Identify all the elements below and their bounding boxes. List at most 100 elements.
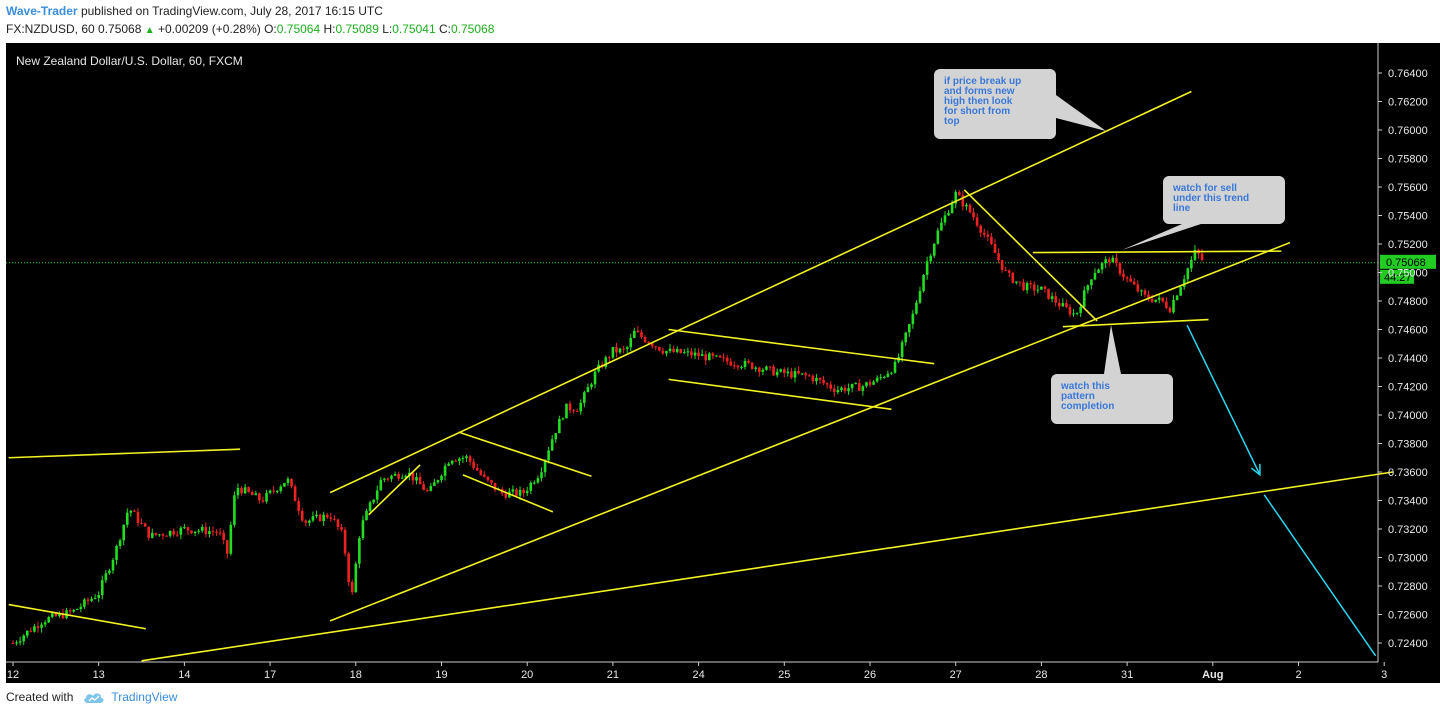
candle-body bbox=[422, 484, 425, 491]
high-label: H: bbox=[323, 22, 336, 36]
projection-arrow-line[interactable] bbox=[1186, 324, 1261, 476]
candle-body bbox=[804, 373, 808, 376]
trend-line[interactable] bbox=[458, 431, 592, 478]
candle-body bbox=[579, 402, 583, 412]
candle-body bbox=[29, 630, 33, 632]
candle-body bbox=[733, 365, 736, 367]
candle-body bbox=[333, 518, 336, 520]
candle-body bbox=[729, 361, 733, 366]
trend-line[interactable] bbox=[8, 448, 241, 459]
candle-body bbox=[100, 580, 104, 596]
y-tick-label: 0.73400 bbox=[1388, 496, 1428, 508]
candle-body bbox=[361, 520, 365, 539]
x-tick-label: 31 bbox=[1121, 669, 1133, 681]
candle-body bbox=[1118, 263, 1122, 274]
candle-body bbox=[861, 386, 865, 391]
x-tick-label: 26 bbox=[864, 669, 876, 681]
candle-body bbox=[915, 302, 918, 314]
x-tick-label: 25 bbox=[778, 669, 790, 681]
y-tick-label: 0.74800 bbox=[1388, 296, 1428, 308]
candle-body bbox=[1140, 290, 1143, 292]
candle-body bbox=[1136, 284, 1140, 292]
candle-body bbox=[515, 489, 518, 496]
candle-body bbox=[811, 375, 815, 382]
callout-box bbox=[1051, 374, 1173, 424]
callout-box bbox=[1163, 176, 1285, 224]
candle-body bbox=[957, 192, 961, 196]
author-link[interactable]: Wave-Trader bbox=[6, 4, 78, 18]
candle-body bbox=[1061, 303, 1065, 307]
candle-body bbox=[293, 486, 297, 502]
candle-body bbox=[483, 474, 486, 477]
trend-line[interactable] bbox=[141, 471, 1393, 662]
candle-body bbox=[283, 482, 286, 487]
y-tick-label: 0.75400 bbox=[1388, 211, 1428, 223]
low-value: 0.75041 bbox=[392, 22, 436, 36]
trend-line[interactable] bbox=[1062, 318, 1209, 328]
candle-body bbox=[529, 482, 533, 491]
candle-body bbox=[590, 384, 593, 388]
candle-body bbox=[665, 351, 668, 354]
candle-body bbox=[925, 261, 929, 275]
tradingview-link[interactable]: TradingView bbox=[111, 690, 178, 704]
candle-body bbox=[454, 460, 458, 462]
candle-body bbox=[990, 236, 993, 244]
candle-body bbox=[1068, 307, 1072, 315]
callout-pointer bbox=[1122, 224, 1201, 250]
candle-body bbox=[1043, 286, 1047, 289]
chart-area[interactable]: 0.75068 44:27 if price break up and forms … bbox=[6, 43, 1440, 683]
trend-line[interactable] bbox=[329, 241, 1291, 622]
callout-text-line: pattern bbox=[1061, 391, 1095, 402]
candle-body bbox=[61, 613, 65, 619]
candle-body bbox=[225, 540, 229, 554]
candle-body bbox=[172, 530, 175, 535]
candle-body bbox=[308, 520, 311, 523]
candle-body bbox=[868, 382, 872, 385]
trend-line[interactable] bbox=[462, 474, 554, 513]
trend-line[interactable] bbox=[329, 90, 1192, 494]
trend-line[interactable] bbox=[1032, 250, 1282, 254]
candle-body bbox=[740, 366, 743, 368]
candle-body bbox=[165, 535, 168, 537]
candle-body bbox=[11, 643, 15, 644]
last-price-label: 0.75068 bbox=[1386, 257, 1426, 269]
candle-body bbox=[43, 622, 47, 625]
trend-line[interactable] bbox=[668, 378, 892, 411]
candle-body bbox=[479, 470, 483, 475]
candle-body bbox=[647, 341, 650, 344]
trend-line[interactable] bbox=[668, 328, 935, 365]
y-tick-label: 0.72400 bbox=[1388, 638, 1428, 650]
candle-body bbox=[254, 493, 258, 496]
trend-line[interactable] bbox=[368, 464, 421, 516]
trend-line[interactable] bbox=[8, 603, 146, 630]
candle-body bbox=[247, 487, 250, 492]
projection-arrow-line[interactable] bbox=[1263, 494, 1377, 657]
candle-body bbox=[986, 234, 990, 237]
y-tick-label: 0.73600 bbox=[1388, 467, 1428, 479]
candle-body bbox=[25, 630, 29, 636]
candle-body bbox=[475, 467, 479, 471]
x-tick-label: 12 bbox=[7, 669, 19, 681]
candle-body bbox=[611, 347, 615, 358]
high-value: 0.75089 bbox=[335, 22, 379, 36]
candle-body bbox=[718, 355, 722, 358]
callout-text-line: completion bbox=[1061, 401, 1114, 412]
candle-body bbox=[668, 348, 672, 352]
candle-body bbox=[68, 610, 72, 612]
trend-line[interactable] bbox=[963, 189, 1098, 322]
created-with-text: Created with bbox=[6, 690, 74, 704]
candle-body bbox=[857, 383, 861, 391]
candle-body bbox=[950, 203, 954, 214]
candle-body bbox=[47, 617, 51, 623]
candle-body bbox=[1054, 296, 1057, 303]
candle-body bbox=[1200, 253, 1204, 260]
candle-body bbox=[379, 479, 383, 491]
candle-body bbox=[1093, 272, 1097, 280]
candle-body bbox=[118, 540, 122, 546]
candle-body bbox=[1125, 277, 1129, 279]
candle-body bbox=[15, 642, 18, 644]
